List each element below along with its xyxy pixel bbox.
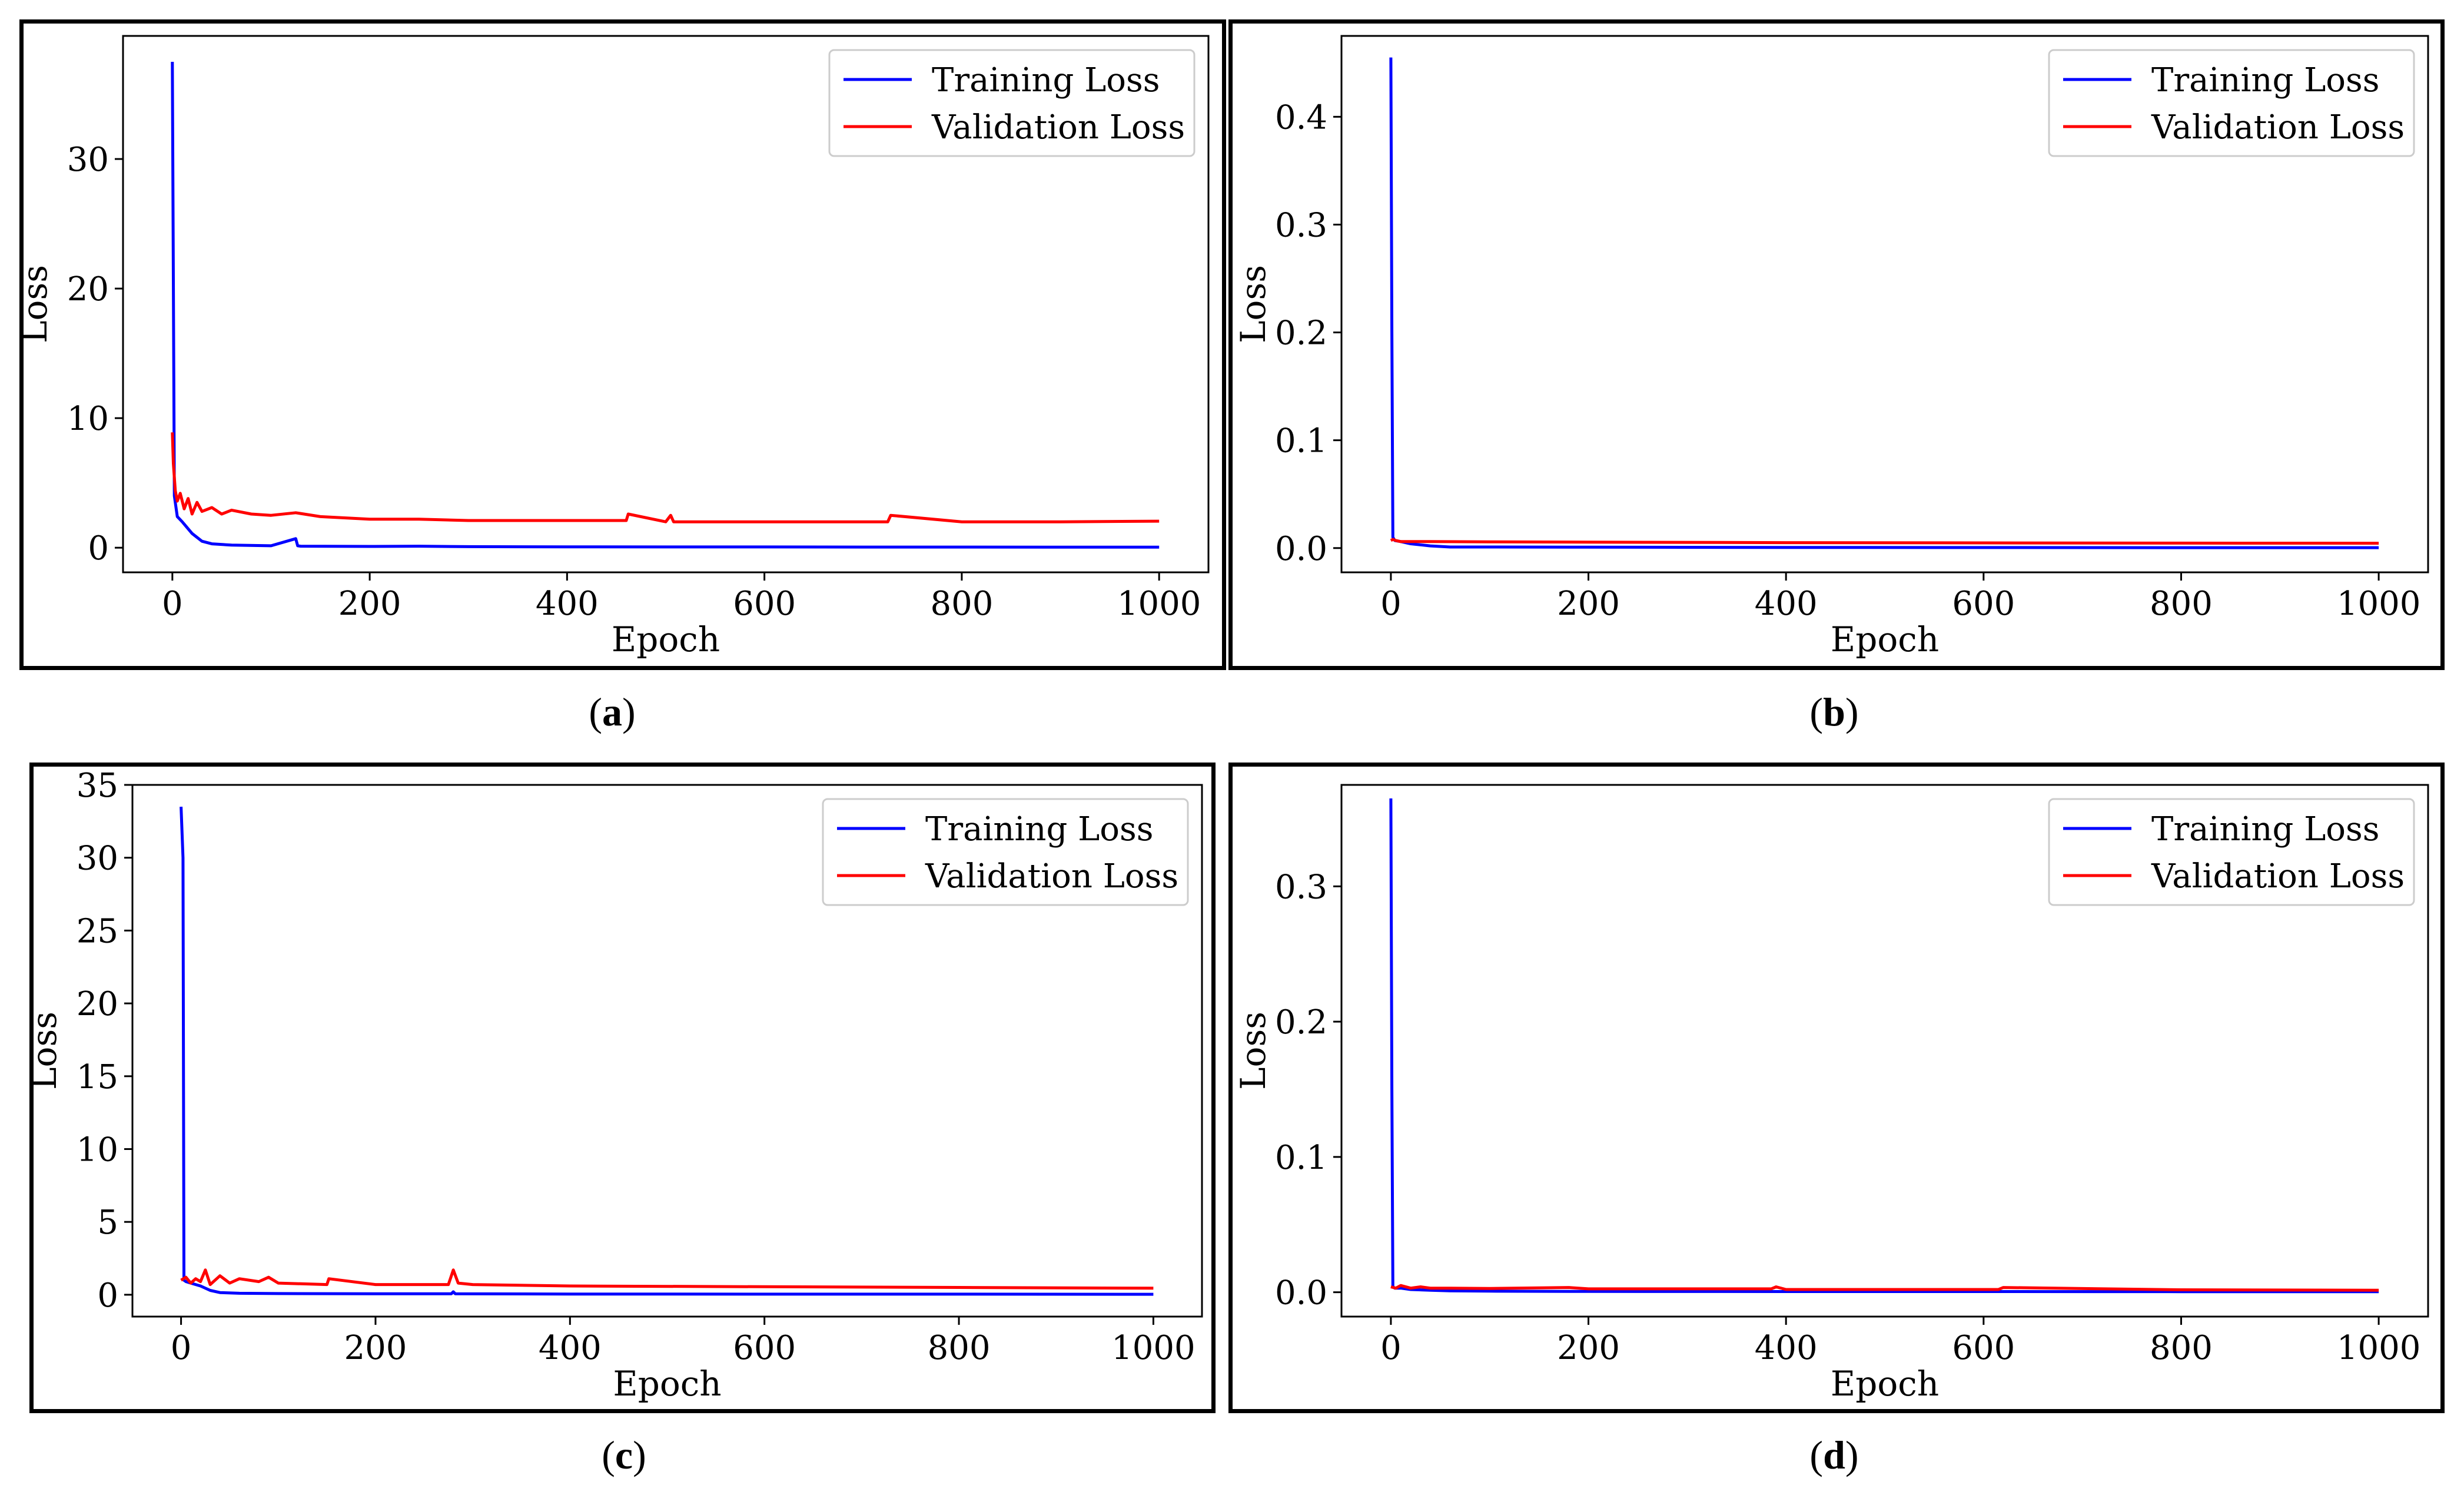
x-tick-label-a: 600: [733, 585, 796, 623]
x-axis-label-d: Epoch: [1831, 1364, 1939, 1404]
plot-area-d: [1340, 784, 2429, 1318]
caption-c: (c): [602, 1433, 646, 1477]
plot-area-c: [131, 784, 1203, 1318]
legend-box-d: [2048, 798, 2415, 906]
series-line-training-a: [171, 61, 1160, 549]
x-tick-label-d: 0: [1380, 1329, 1402, 1367]
x-tick-label-a: 800: [930, 585, 993, 623]
y-tick-label-c: 35: [77, 767, 118, 805]
x-tick-label-b: 0: [1380, 585, 1402, 623]
x-tick-label-b: 800: [2150, 585, 2213, 623]
x-tick-label-d: 800: [2150, 1329, 2213, 1367]
y-tick-label-a: 20: [67, 270, 109, 309]
series-line-validation-d: [1390, 1284, 2379, 1292]
x-tick-label-d: 1000: [2337, 1329, 2421, 1367]
y-tick-label-c: 20: [77, 985, 118, 1023]
x-tick-label-b: 600: [1952, 585, 2015, 623]
legend-label-training-c: Training Loss: [925, 810, 1154, 848]
y-tick-label-b: 0.4: [1275, 98, 1327, 137]
series-line-validation-a: [171, 432, 1160, 523]
x-tick-label-c: 800: [928, 1329, 991, 1367]
y-tick-label-a: 30: [67, 141, 109, 179]
legend-label-validation-a: Validation Loss: [931, 108, 1185, 147]
legend-label-training-b: Training Loss: [2151, 61, 2380, 100]
y-tick-label-d: 0.0: [1275, 1274, 1327, 1312]
x-tick-label-d: 400: [1755, 1329, 1818, 1367]
plot-area-b: [1340, 35, 2429, 574]
x-tick-label-b: 1000: [2337, 585, 2421, 623]
legend-box-a: [828, 49, 1196, 157]
y-tick-label-b: 0.2: [1275, 314, 1327, 353]
y-tick-label-b: 0.0: [1275, 530, 1327, 568]
x-tick-label-a: 200: [338, 585, 401, 623]
x-tick-label-d: 200: [1557, 1329, 1620, 1367]
x-tick-label-c: 0: [171, 1329, 192, 1367]
x-tick-label-a: 400: [536, 585, 599, 623]
legend-box-b: [2048, 49, 2415, 157]
y-axis-label-b: Loss: [1233, 265, 1273, 343]
x-axis-label-b: Epoch: [1831, 619, 1939, 659]
y-axis-label-d: Loss: [1233, 1012, 1273, 1090]
legend-box-c: [822, 798, 1189, 906]
y-tick-label-c: 25: [77, 912, 118, 950]
y-tick-label-c: 10: [77, 1131, 118, 1169]
y-axis-label-a: Loss: [15, 265, 55, 343]
legend-label-validation-c: Validation Loss: [925, 857, 1178, 896]
caption-d: (d): [1809, 1433, 1859, 1477]
y-tick-label-d: 0.2: [1275, 1003, 1327, 1042]
x-tick-label-c: 400: [539, 1329, 602, 1367]
plot-area-a: [122, 35, 1210, 574]
y-tick-label-b: 0.3: [1275, 206, 1327, 244]
y-tick-label-c: 15: [77, 1058, 118, 1096]
y-tick-label-c: 0: [97, 1277, 118, 1315]
y-tick-label-d: 0.1: [1275, 1139, 1327, 1177]
x-axis-label-c: Epoch: [613, 1364, 721, 1404]
x-tick-label-c: 600: [733, 1329, 796, 1367]
caption-a: (a): [589, 690, 636, 734]
legend-label-validation-b: Validation Loss: [2151, 108, 2405, 147]
x-tick-label-b: 400: [1755, 585, 1818, 623]
y-tick-label-b: 0.1: [1275, 422, 1327, 460]
x-tick-label-c: 1000: [1111, 1329, 1196, 1367]
series-line-validation-c: [180, 1268, 1154, 1290]
legend-label-training-a: Training Loss: [932, 61, 1160, 100]
series-line-training-b: [1389, 57, 2379, 549]
x-axis-label-a: Epoch: [612, 619, 720, 659]
x-tick-label-b: 200: [1557, 585, 1620, 623]
y-tick-label-a: 10: [67, 400, 109, 438]
x-tick-label-d: 600: [1952, 1329, 2015, 1367]
x-tick-label-a: 1000: [1117, 585, 1201, 623]
y-tick-label-c: 30: [77, 840, 118, 878]
y-axis-label-c: Loss: [24, 1012, 64, 1090]
series-line-training-c: [180, 807, 1154, 1296]
y-tick-label-c: 5: [97, 1204, 118, 1242]
y-tick-label-d: 0.3: [1275, 868, 1327, 906]
legend-label-training-d: Training Loss: [2151, 810, 2380, 848]
y-tick-label-a: 0: [88, 529, 109, 568]
caption-b: (b): [1809, 690, 1859, 734]
legend-label-validation-d: Validation Loss: [2151, 857, 2405, 896]
x-tick-label-c: 200: [344, 1329, 407, 1367]
series-line-validation-b: [1390, 538, 2379, 545]
x-tick-label-a: 0: [162, 585, 183, 623]
